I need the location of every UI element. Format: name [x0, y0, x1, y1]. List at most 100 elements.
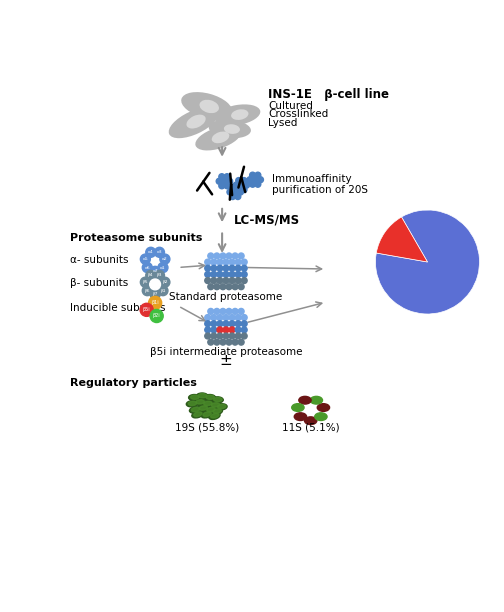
Circle shape [158, 286, 168, 296]
Ellipse shape [314, 413, 327, 420]
Circle shape [235, 193, 241, 200]
Circle shape [241, 187, 247, 193]
Circle shape [230, 193, 235, 200]
Circle shape [150, 279, 160, 290]
Circle shape [211, 315, 217, 321]
Text: LC-MS/MS: LC-MS/MS [234, 213, 300, 226]
Text: α1: α1 [160, 266, 166, 269]
Ellipse shape [210, 402, 221, 408]
Circle shape [217, 278, 223, 283]
Ellipse shape [186, 401, 198, 407]
Circle shape [220, 339, 226, 345]
Ellipse shape [231, 110, 248, 120]
Text: Immunoaffinity
purification of 20S: Immunoaffinity purification of 20S [272, 174, 368, 195]
Circle shape [217, 259, 223, 265]
Circle shape [229, 315, 235, 321]
Ellipse shape [199, 406, 208, 410]
Circle shape [241, 321, 247, 327]
Ellipse shape [196, 126, 241, 151]
Circle shape [160, 254, 170, 264]
Circle shape [229, 272, 235, 277]
Circle shape [211, 327, 217, 333]
Ellipse shape [209, 412, 220, 419]
Circle shape [214, 339, 220, 345]
Circle shape [211, 321, 217, 327]
Ellipse shape [204, 395, 216, 401]
Circle shape [236, 177, 242, 184]
Circle shape [140, 304, 153, 316]
Text: β2i: β2i [153, 313, 160, 318]
Ellipse shape [169, 107, 219, 138]
Ellipse shape [211, 413, 219, 418]
Circle shape [205, 266, 211, 271]
Ellipse shape [214, 397, 222, 401]
Circle shape [217, 333, 223, 339]
Circle shape [205, 333, 211, 339]
Circle shape [219, 183, 225, 188]
Ellipse shape [194, 399, 206, 405]
Ellipse shape [198, 394, 207, 398]
Circle shape [146, 271, 156, 280]
Circle shape [140, 254, 150, 264]
Ellipse shape [224, 124, 240, 134]
Text: Crosslinked: Crosslinked [268, 110, 329, 119]
Circle shape [150, 289, 160, 299]
Circle shape [249, 172, 256, 178]
Circle shape [142, 286, 152, 296]
Text: α5: α5 [143, 257, 148, 261]
Ellipse shape [205, 407, 216, 413]
Circle shape [223, 333, 229, 339]
Circle shape [223, 315, 229, 321]
Circle shape [226, 308, 232, 315]
Ellipse shape [204, 401, 212, 406]
Circle shape [208, 339, 214, 345]
Text: INS-1E   β-cell line: INS-1E β-cell line [268, 88, 389, 101]
Circle shape [235, 327, 241, 333]
Text: β5i: β5i [143, 307, 151, 312]
Ellipse shape [304, 417, 317, 425]
Circle shape [229, 321, 235, 327]
Circle shape [241, 333, 247, 339]
Circle shape [220, 284, 226, 289]
Circle shape [211, 259, 217, 265]
Circle shape [241, 177, 247, 184]
Ellipse shape [186, 114, 206, 129]
Text: α3: α3 [157, 250, 162, 255]
Circle shape [238, 182, 244, 188]
Ellipse shape [317, 404, 330, 411]
Text: β7: β7 [152, 293, 158, 296]
Text: α4: α4 [148, 250, 154, 255]
Circle shape [258, 177, 264, 182]
Circle shape [214, 253, 220, 259]
Ellipse shape [218, 405, 226, 409]
Circle shape [229, 278, 235, 283]
Text: α2: α2 [162, 257, 168, 261]
Text: 13.9%: 13.9% [328, 280, 366, 291]
Circle shape [142, 263, 152, 272]
Circle shape [229, 259, 235, 265]
Text: 86.1%: 86.1% [364, 327, 408, 340]
Circle shape [227, 178, 233, 184]
Circle shape [216, 178, 222, 184]
Ellipse shape [213, 409, 221, 413]
Circle shape [237, 189, 243, 195]
Circle shape [205, 272, 211, 277]
Circle shape [220, 253, 226, 259]
Circle shape [238, 339, 244, 345]
Circle shape [223, 259, 229, 265]
Circle shape [223, 327, 229, 333]
Circle shape [229, 327, 235, 333]
Circle shape [223, 278, 229, 283]
Ellipse shape [207, 408, 215, 412]
Circle shape [235, 315, 241, 321]
Circle shape [241, 272, 247, 277]
Circle shape [236, 187, 242, 193]
Circle shape [232, 308, 238, 315]
Text: Inducible subunits: Inducible subunits [71, 302, 166, 313]
Circle shape [205, 315, 211, 321]
Ellipse shape [206, 395, 214, 400]
Text: ±: ± [220, 353, 232, 368]
Ellipse shape [200, 100, 219, 113]
Text: β4: β4 [148, 274, 154, 277]
Text: α7: α7 [152, 269, 158, 274]
